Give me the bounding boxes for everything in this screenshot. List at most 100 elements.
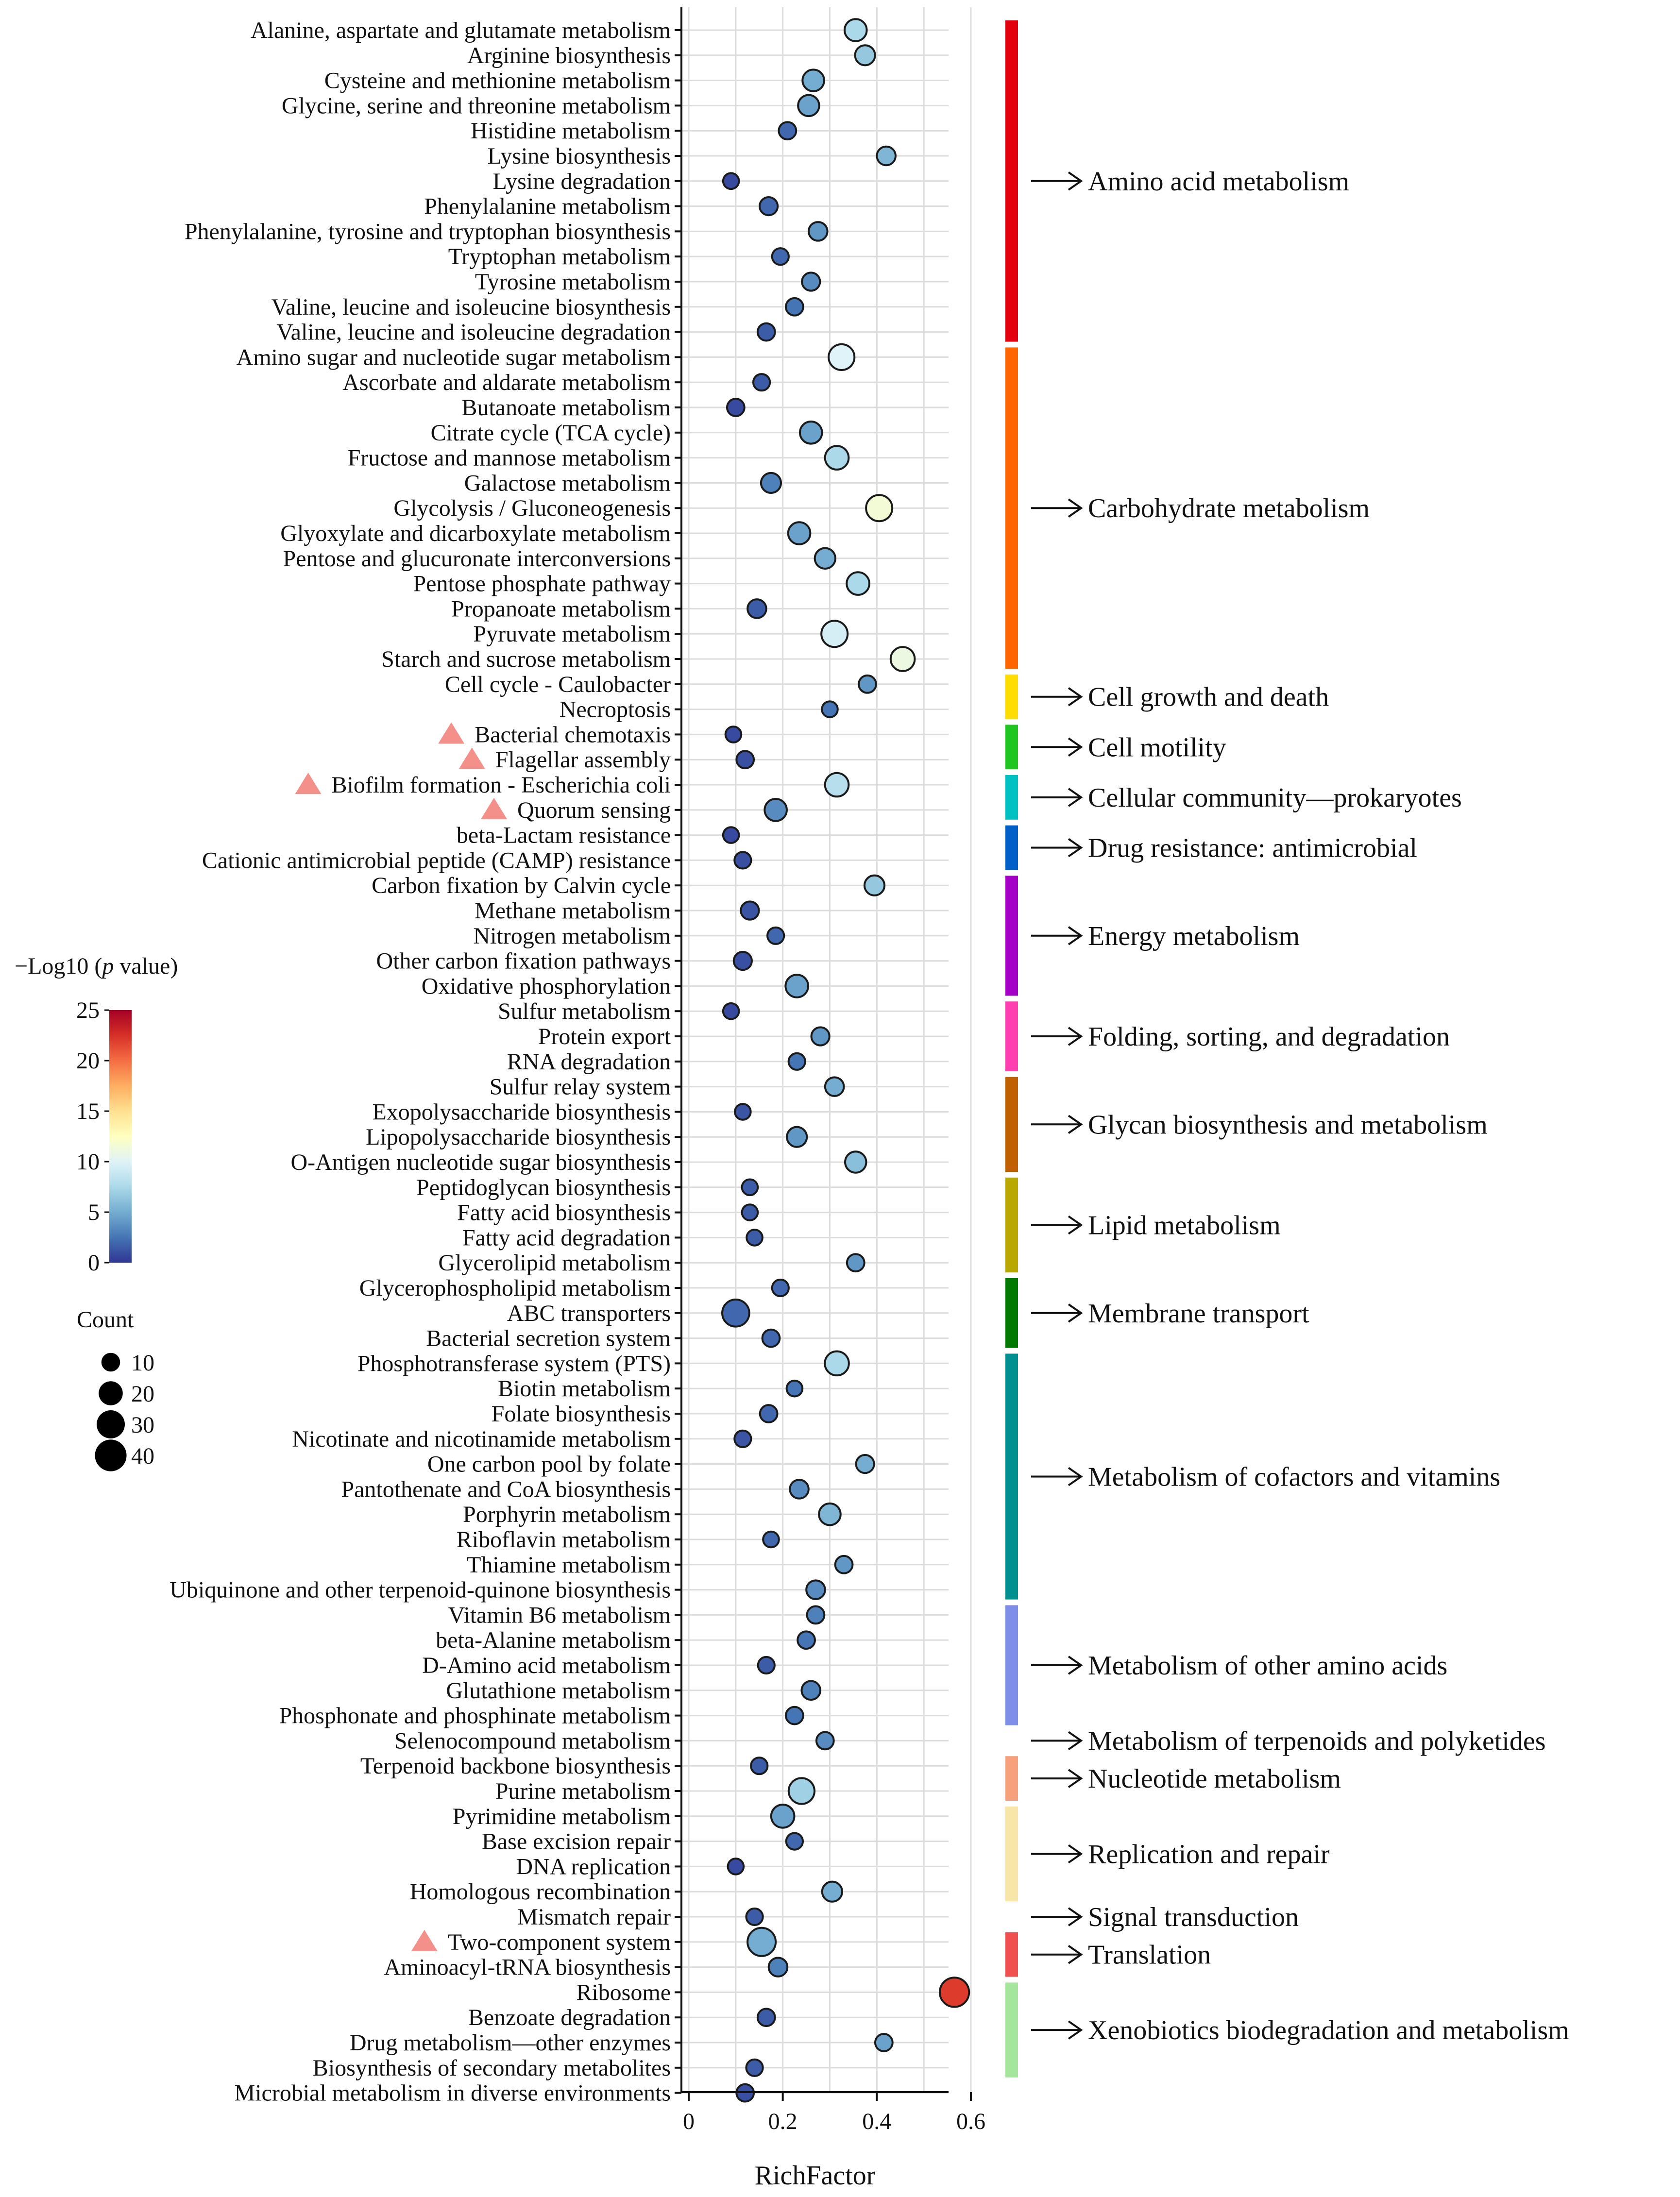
highlight-triangle bbox=[458, 747, 485, 769]
category-arrow-head bbox=[1068, 1303, 1083, 1323]
data-point bbox=[821, 700, 839, 718]
pathway-label: Propanoate metabolism bbox=[451, 596, 671, 622]
category-bar bbox=[1005, 1278, 1018, 1348]
colorbar-tick-label: 5 bbox=[88, 1200, 100, 1225]
category-annotations: Amino acid metabolism Carbohydrate metabo… bbox=[1005, 20, 1569, 2078]
pathway-label: Arginine biosynthesis bbox=[467, 43, 671, 68]
pathway-label: Tyrosine metabolism bbox=[475, 269, 671, 295]
size-legend-title: Count bbox=[77, 1307, 134, 1333]
colorbar-tick-label: 25 bbox=[76, 997, 100, 1023]
pathway-label: Peptidoglycan biosynthesis bbox=[416, 1175, 671, 1200]
pathway-label: O-Antigen nucleotide sugar biosynthesis bbox=[290, 1149, 671, 1175]
data-point bbox=[814, 547, 836, 570]
highlight-triangle bbox=[438, 722, 465, 744]
category-label: Glycan biosynthesis and metabolism bbox=[1088, 1110, 1488, 1140]
category-arrow-head bbox=[1068, 1656, 1083, 1675]
data-point bbox=[834, 1555, 854, 1574]
pathway-label: Two-component system bbox=[448, 1929, 671, 1955]
category-bar bbox=[1005, 1177, 1018, 1273]
data-point bbox=[734, 1103, 752, 1121]
pathway-label: Histidine metabolism bbox=[471, 118, 671, 144]
pathway-label: Tryptophan metabolism bbox=[448, 244, 671, 270]
pathway-label: Sulfur relay system bbox=[490, 1074, 671, 1100]
data-points bbox=[721, 18, 970, 2103]
data-point bbox=[789, 1479, 810, 1500]
category-bar bbox=[1005, 1605, 1018, 1725]
pathway-label: Nitrogen metabolism bbox=[473, 923, 671, 949]
pathway-label: Glycine, serine and threonine metabolism bbox=[282, 93, 671, 118]
category-bar bbox=[1005, 347, 1018, 669]
pathway-label: Phosphonate and phosphinate metabolism bbox=[279, 1703, 671, 1729]
category-arrow-head bbox=[1068, 788, 1083, 807]
x-tick-label: 0.6 bbox=[956, 2109, 985, 2134]
colorbar bbox=[109, 1010, 132, 1263]
data-point bbox=[821, 1880, 843, 1903]
data-point bbox=[733, 1429, 752, 1448]
colorbar-tick-label: 20 bbox=[76, 1048, 100, 1074]
data-point bbox=[858, 674, 877, 694]
pathway-label: beta-Lactam resistance bbox=[457, 823, 671, 848]
category-arrow-head bbox=[1068, 1115, 1083, 1134]
data-point bbox=[759, 196, 779, 217]
data-point bbox=[761, 1328, 781, 1348]
pathway-label: Cysteine and methionine metabolism bbox=[324, 68, 671, 94]
data-point bbox=[770, 1803, 796, 1829]
data-point bbox=[824, 1076, 845, 1097]
pathway-label: Terpenoid backbone biosynthesis bbox=[360, 1753, 671, 1779]
pathway-label: Riboflavin metabolism bbox=[457, 1527, 671, 1553]
category-bar bbox=[1005, 1001, 1018, 1071]
data-point bbox=[797, 1630, 816, 1650]
category-arrow-head bbox=[1068, 1467, 1083, 1487]
pathway-label: Ribosome bbox=[576, 1979, 671, 2005]
data-point bbox=[778, 121, 798, 141]
data-point bbox=[762, 1530, 780, 1549]
data-point bbox=[889, 646, 916, 672]
pathway-label: Other carbon fixation pathways bbox=[376, 948, 671, 974]
colorbar-title-prefix: −Log10 ( bbox=[15, 953, 102, 979]
data-point bbox=[745, 1907, 764, 1927]
pathway-label: Nicotinate and nicotinamide metabolism bbox=[292, 1426, 671, 1452]
pathway-label: beta-Alanine metabolism bbox=[436, 1627, 671, 1653]
pathway-label: Quorum sensing bbox=[517, 797, 671, 823]
data-point bbox=[757, 1656, 776, 1675]
data-point bbox=[733, 851, 752, 870]
pathway-label: Fructose and mannose metabolism bbox=[348, 445, 671, 471]
category-arrow-head bbox=[1068, 687, 1083, 707]
data-point bbox=[771, 247, 790, 266]
data-point bbox=[798, 421, 823, 445]
data-point bbox=[766, 926, 785, 945]
pathway-label: Glycerophospholipid metabolism bbox=[359, 1275, 671, 1301]
pathway-label: Methane metabolism bbox=[475, 898, 671, 924]
pathway-label: Purine metabolism bbox=[495, 1778, 671, 1804]
pathway-label: Alanine, aspartate and glutamate metabol… bbox=[251, 17, 671, 43]
pathway-label: Benzoate degradation bbox=[468, 2005, 671, 2030]
x-axis-title: RichFactor bbox=[755, 2161, 876, 2191]
pathway-label: Flagellar assembly bbox=[495, 747, 671, 773]
pathway-label: Biotin metabolism bbox=[498, 1376, 671, 1402]
data-point bbox=[747, 1927, 777, 1957]
category-label: Amino acid metabolism bbox=[1088, 167, 1349, 197]
x-tick-label: 0.2 bbox=[768, 2109, 798, 2134]
data-point bbox=[810, 1026, 831, 1047]
data-point bbox=[874, 2033, 894, 2052]
data-point bbox=[785, 1379, 804, 1398]
pathway-label: Vitamin B6 metabolism bbox=[448, 1602, 671, 1628]
highlight-markers bbox=[295, 722, 508, 1951]
category-label: Cell motility bbox=[1088, 732, 1226, 762]
pathway-label: Carbon fixation by Calvin cycle bbox=[372, 873, 671, 898]
data-point bbox=[784, 297, 804, 317]
data-point bbox=[764, 798, 788, 822]
category-bar bbox=[1005, 1353, 1018, 1600]
data-point bbox=[735, 750, 755, 770]
colorbar-tick-label: 0 bbox=[88, 1250, 100, 1276]
highlight-triangle bbox=[295, 773, 322, 794]
category-bar bbox=[1005, 825, 1018, 870]
pathway-label: RNA degradation bbox=[507, 1049, 671, 1075]
data-point bbox=[843, 18, 868, 42]
category-label: Xenobiotics biodegradation and metabolis… bbox=[1088, 2015, 1569, 2045]
pathway-label: Phosphotransferase system (PTS) bbox=[357, 1351, 671, 1376]
pathway-label: Glycolysis / Gluconeogenesis bbox=[393, 495, 671, 521]
data-point bbox=[815, 1731, 835, 1751]
category-arrow-head bbox=[1068, 1215, 1083, 1235]
pathway-label: Galactose metabolism bbox=[464, 470, 671, 496]
